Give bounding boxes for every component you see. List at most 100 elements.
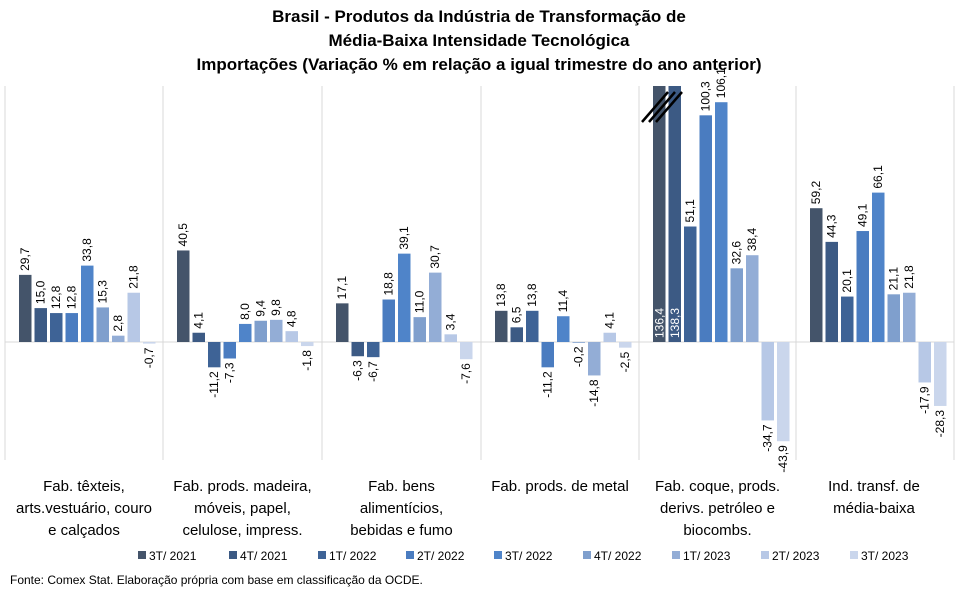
legend-swatch xyxy=(318,551,326,559)
axis-break-mark xyxy=(655,91,683,123)
data-label: 12,8 xyxy=(65,285,79,309)
bar xyxy=(841,296,854,342)
axis-break-marks xyxy=(641,91,683,123)
data-label: 13,8 xyxy=(494,283,508,307)
category-label: Fab. têxteis, xyxy=(43,478,125,495)
bar xyxy=(557,316,570,342)
data-label: -43,9 xyxy=(776,445,790,473)
bar xyxy=(336,303,349,342)
category-label: média-baixa xyxy=(833,500,915,517)
bar xyxy=(825,241,838,342)
bar xyxy=(192,332,205,342)
data-label: -11,2 xyxy=(207,371,221,398)
axis-break-mark xyxy=(641,91,669,123)
source-note: Fonte: Comex Stat. Elaboração própria co… xyxy=(10,573,423,587)
data-label: 30,7 xyxy=(428,245,442,269)
category-label: Fab. prods. de metal xyxy=(491,478,629,495)
category-separators xyxy=(4,86,955,460)
category-label: Ind. transf. de xyxy=(828,478,920,495)
data-label: 2,8 xyxy=(111,315,125,332)
category-label: Fab. coque, prods. xyxy=(655,478,780,495)
data-label: 49,1 xyxy=(856,203,870,227)
bar xyxy=(127,292,140,342)
data-label: 21,8 xyxy=(127,265,141,289)
bar xyxy=(918,342,931,383)
bar xyxy=(34,308,47,342)
data-label: -6,7 xyxy=(366,361,380,382)
data-label: -28,3 xyxy=(933,410,947,438)
data-label: 3,4 xyxy=(444,313,458,330)
data-label: 8,0 xyxy=(238,303,252,320)
legend-label: 2T/ 2023 xyxy=(772,549,820,563)
bar xyxy=(398,253,411,342)
bar xyxy=(603,332,616,342)
data-label: -1,8 xyxy=(300,350,314,371)
data-label: 4,1 xyxy=(603,312,617,329)
data-label: 138,3 xyxy=(668,308,682,338)
bar xyxy=(684,226,697,342)
data-label: 44,3 xyxy=(825,214,839,238)
bar xyxy=(746,255,759,342)
data-labels: 29,715,0 12,8 12,833,815,32,821,8-0,740,54… xyxy=(18,68,947,473)
data-label: -7,3 xyxy=(223,362,237,383)
bar xyxy=(177,250,190,342)
legend-swatch xyxy=(672,551,680,559)
bar xyxy=(65,313,78,342)
legend: 3T/ 2021 4T/ 2021 1T/ 2022 2T/ 2022 3T/ 2022… xyxy=(138,549,909,563)
bar xyxy=(285,331,298,342)
bar xyxy=(572,342,585,343)
category-label: móveis, papel, xyxy=(194,500,291,517)
category-label: Fab. bens xyxy=(368,478,435,495)
legend-swatch xyxy=(138,551,146,559)
legend-swatch xyxy=(406,551,414,559)
data-label: -11,2 xyxy=(541,371,555,398)
data-label: -6,3 xyxy=(351,360,365,381)
bar xyxy=(254,320,267,342)
bar xyxy=(777,342,790,442)
category-label: alimentícios, xyxy=(360,500,443,517)
bar xyxy=(413,317,426,342)
bar xyxy=(495,310,508,342)
bar xyxy=(301,342,314,347)
bar xyxy=(367,342,380,358)
data-label: -14,8 xyxy=(587,379,601,407)
category-label: derivs. petróleo e xyxy=(660,500,775,517)
bar xyxy=(526,310,539,342)
legend-label: 2T/ 2022 xyxy=(417,549,465,563)
data-label: 39,1 xyxy=(397,226,411,250)
data-label: 17,1 xyxy=(335,276,349,300)
data-label: 21,1 xyxy=(887,267,901,291)
data-label: 100,3 xyxy=(699,81,713,111)
legend-swatch xyxy=(583,551,591,559)
bar xyxy=(761,342,774,421)
data-label: 11,0 xyxy=(413,290,427,313)
data-label: 15,0 xyxy=(34,280,48,304)
bar xyxy=(81,265,94,342)
category-label: bebidas e fumo xyxy=(350,522,453,539)
legend-label: 1T/ 2023 xyxy=(683,549,731,563)
data-label: 12,8 xyxy=(49,285,63,309)
legend-swatch xyxy=(761,551,769,559)
bar xyxy=(872,192,885,342)
bar xyxy=(856,231,869,342)
data-label: -7,6 xyxy=(459,363,473,384)
data-label: -0,7 xyxy=(142,347,156,368)
legend-label: 1T/ 2022 xyxy=(329,549,377,563)
category-label: arts.vestuário, couro xyxy=(16,500,152,517)
data-label: 59,2 xyxy=(809,181,823,205)
chart-title: Brasil - Produtos da Indústria de Transf… xyxy=(197,7,762,74)
legend-label: 4T/ 2021 xyxy=(240,549,288,563)
bar xyxy=(619,342,632,348)
data-label: 13,8 xyxy=(525,283,539,307)
data-label: 32,6 xyxy=(730,241,744,265)
data-label: -17,9 xyxy=(918,386,932,414)
bar xyxy=(653,86,666,342)
data-label: 9,4 xyxy=(254,300,268,317)
bar xyxy=(934,342,947,406)
data-label: 136,4 xyxy=(652,308,666,338)
data-label: 6,5 xyxy=(510,306,524,323)
bar xyxy=(19,274,32,342)
chart-title-line: Média-Baixa Intensidade Tecnológica xyxy=(328,31,630,50)
bar xyxy=(96,307,109,342)
